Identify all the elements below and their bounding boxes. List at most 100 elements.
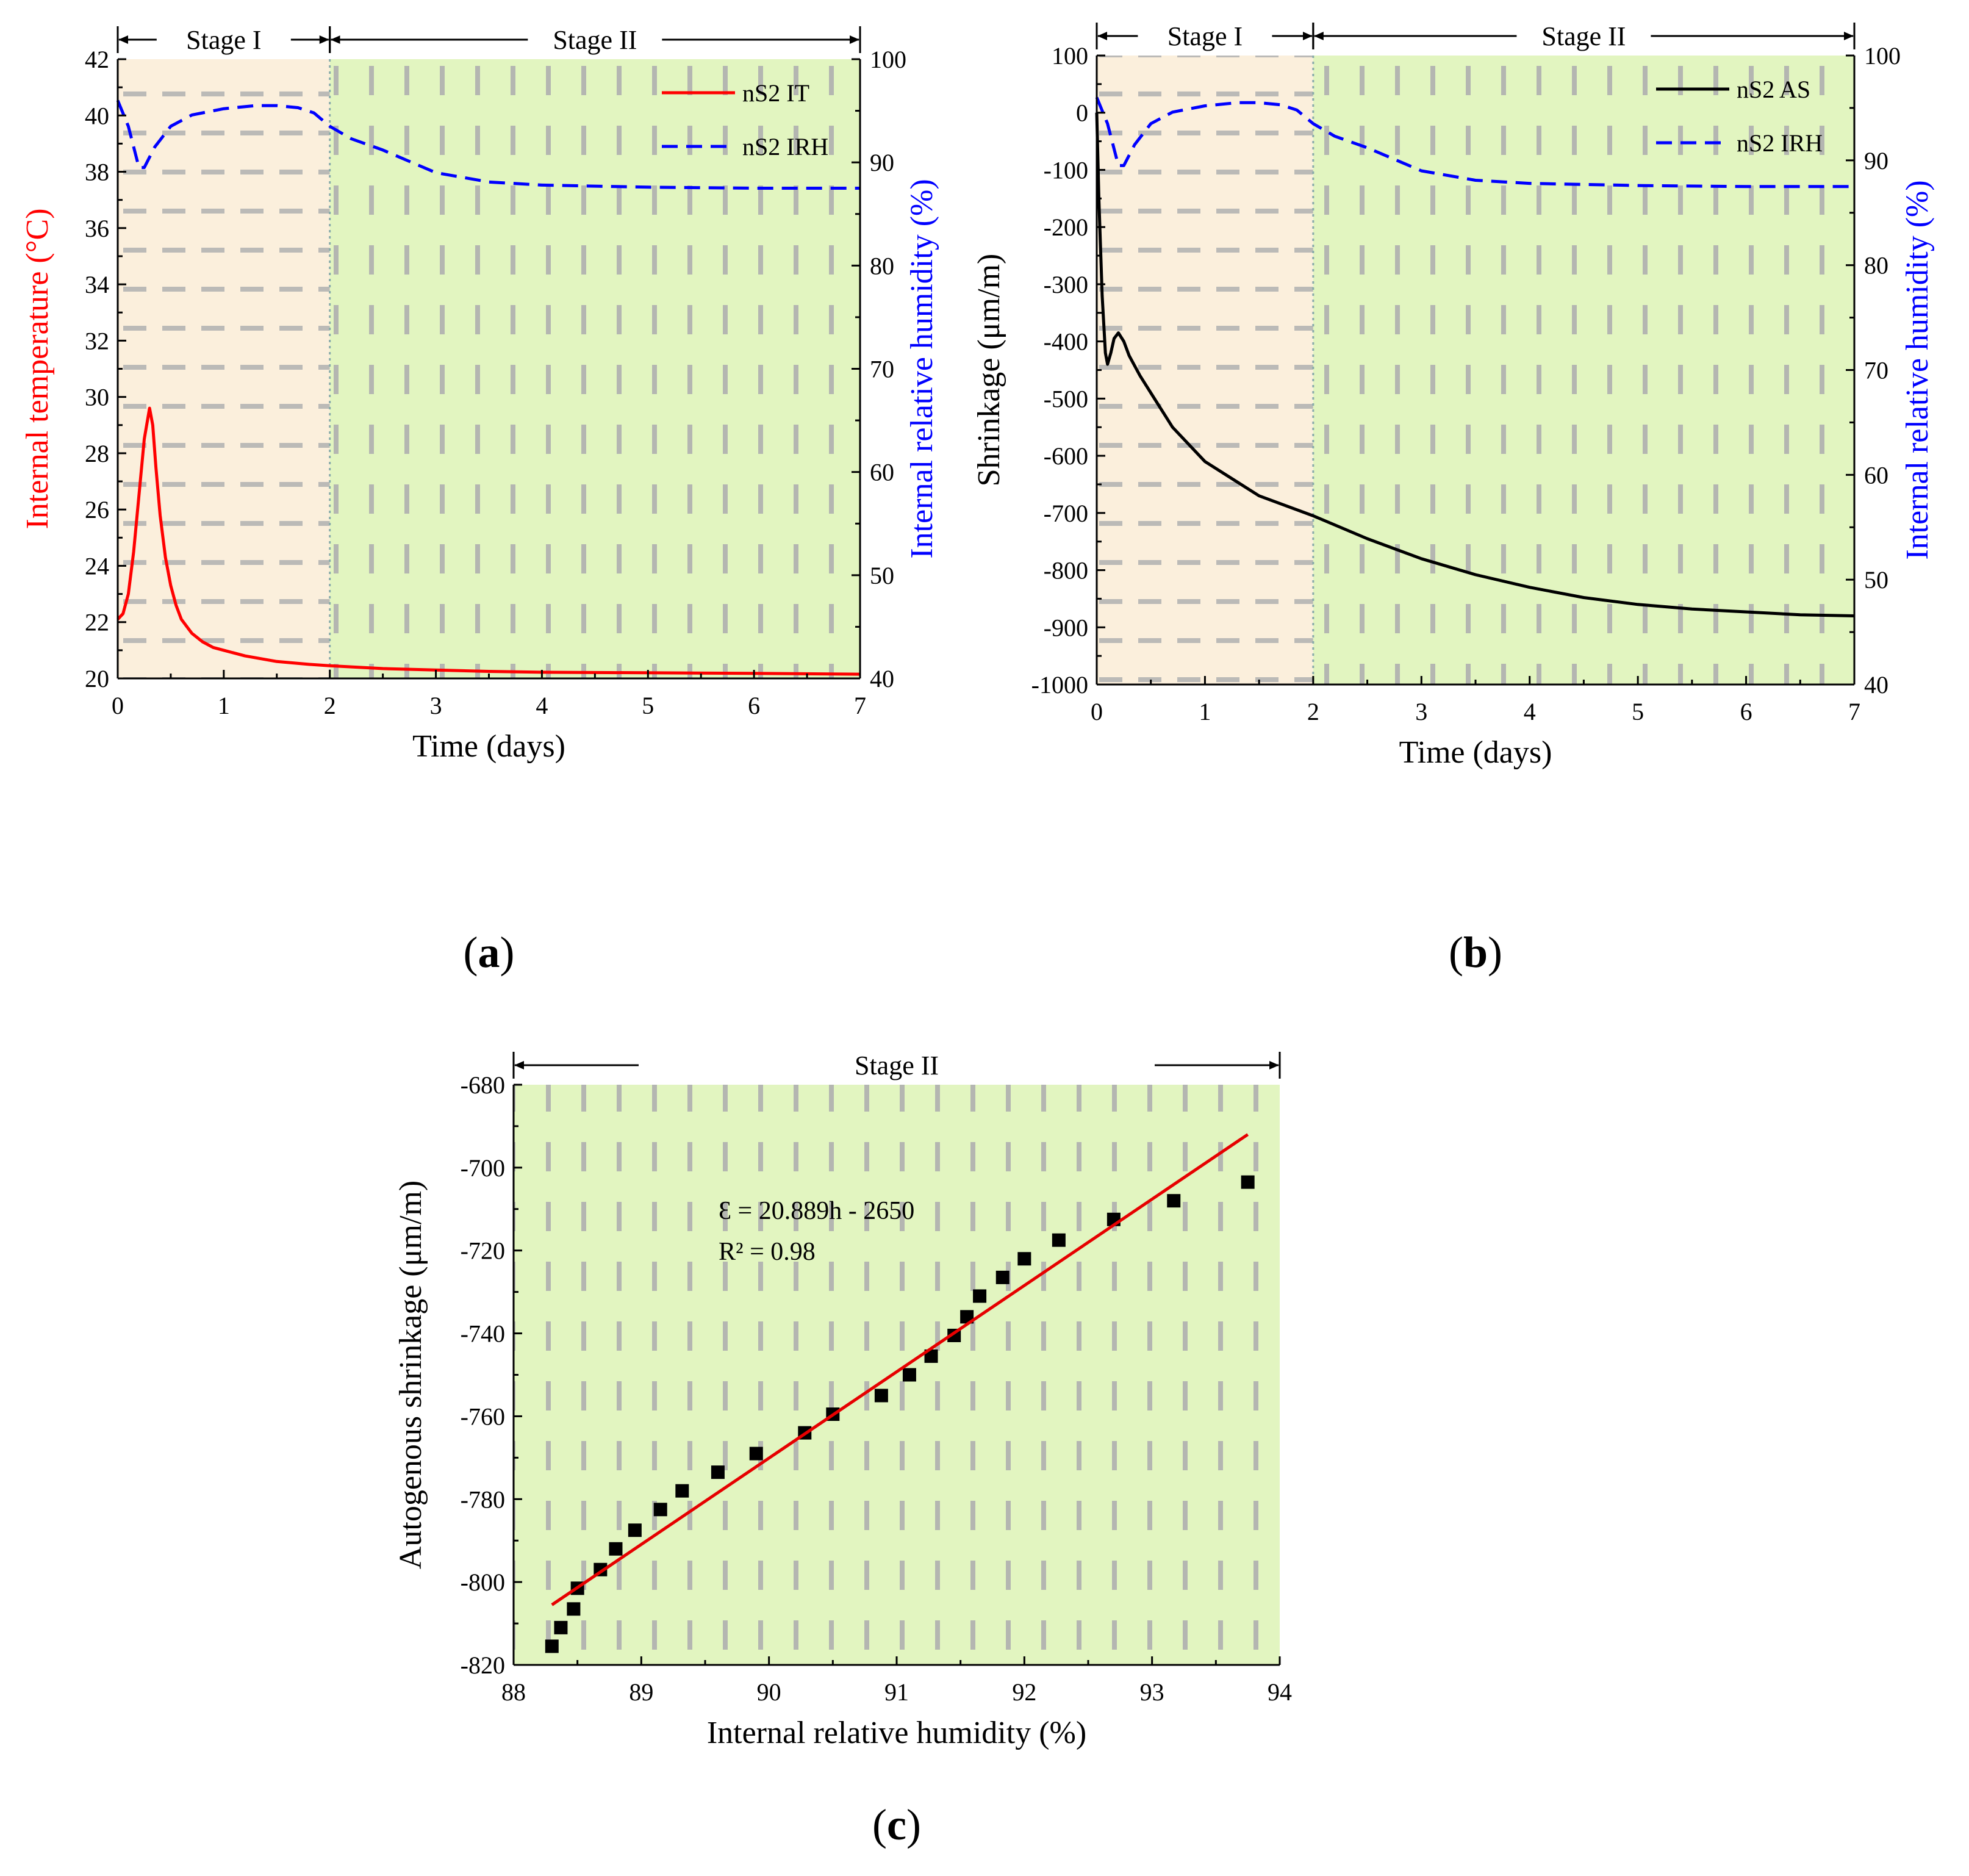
y-tick-label: -780 — [461, 1486, 505, 1513]
y-right-tick-label: 70 — [870, 356, 894, 383]
stage-label: Stage I — [186, 25, 261, 55]
legend-label: nS2 IRH — [1737, 129, 1823, 157]
y-axis-title-left: Shrinkage (μm/m) — [972, 254, 1006, 487]
y-tick-label: -700 — [1044, 500, 1088, 527]
y-right-tick-label: 40 — [870, 665, 894, 692]
x-tick-label: 7 — [1848, 698, 1860, 725]
data-point — [653, 1503, 667, 1517]
data-point — [902, 1368, 916, 1382]
data-point — [609, 1542, 623, 1556]
y-tick-label: -700 — [461, 1154, 505, 1182]
series-line-ns2-as — [1095, 112, 1855, 617]
y-tick-label: -500 — [1044, 385, 1088, 412]
x-tick-label: 93 — [1140, 1678, 1164, 1706]
legend-label: nS2 IRH — [742, 133, 828, 160]
stage-hatch-1 — [118, 59, 330, 678]
x-tick-label: 3 — [1415, 698, 1427, 725]
stage-hatch-1 — [514, 1085, 1280, 1665]
x-tick-label: 2 — [1307, 698, 1319, 725]
data-point — [749, 1447, 763, 1461]
y-tick-label: -800 — [461, 1569, 505, 1596]
data-point — [628, 1523, 642, 1537]
y-axis-title-right: Internal relative humidity (%) — [905, 179, 939, 558]
y-tick-label: -300 — [1044, 271, 1088, 298]
data-point — [960, 1310, 974, 1324]
x-tick-label: 0 — [112, 692, 124, 719]
x-tick-label: 6 — [1740, 698, 1752, 725]
panel-label-close: ) — [500, 928, 515, 977]
y-right-tick-label: 50 — [1864, 566, 1888, 594]
x-tick-label: 0 — [1091, 698, 1103, 725]
x-tick-label: 6 — [748, 692, 760, 719]
panel-label-open: ( — [464, 928, 478, 977]
x-tick-label: 1 — [218, 692, 230, 719]
x-tick-label: 89 — [629, 1678, 653, 1706]
y-right-tick-label: 90 — [1864, 147, 1888, 174]
y-tick-label: -600 — [1044, 442, 1088, 470]
y-tick-label: -820 — [461, 1651, 505, 1679]
data-point — [545, 1639, 559, 1653]
x-tick-label: 1 — [1199, 698, 1211, 725]
x-axis-title: Internal relative humidity (%) — [707, 1716, 1086, 1750]
panel-label: (b) — [1449, 928, 1502, 977]
y-tick-label: 20 — [85, 665, 109, 692]
y-right-tick-label: 60 — [1864, 461, 1888, 489]
y-right-tick-label: 60 — [870, 459, 894, 486]
data-point — [567, 1602, 581, 1616]
y-tick-label: -760 — [461, 1403, 505, 1430]
fit-equation: Ɛ = 20.889h - 2650 — [719, 1197, 914, 1225]
y-tick-label: 24 — [85, 552, 109, 580]
stage-label: Stage II — [855, 1051, 939, 1080]
data-point — [1052, 1233, 1066, 1247]
y-axis-title-left: Autogenous shrinkage (μm/m) — [393, 1181, 428, 1569]
stage-hatch-1 — [1097, 56, 1313, 685]
y-right-tick-label: 50 — [870, 562, 894, 589]
data-point — [711, 1465, 725, 1479]
x-tick-label: 90 — [757, 1678, 781, 1706]
y-right-tick-label: 100 — [1864, 42, 1901, 70]
y-tick-label: -680 — [461, 1071, 505, 1099]
y-tick-label: 0 — [1076, 99, 1088, 127]
y-tick-label: 100 — [1052, 42, 1088, 70]
panel-label-close: ) — [906, 1800, 921, 1849]
chart-panel-b: Stage I Stage II nS2 AS nS2 IRH 0 1 2 3 4 5 6 7 -100… — [972, 21, 1935, 977]
y-right-tick-label: 80 — [1864, 252, 1888, 279]
y-right-tick-label: 90 — [870, 149, 894, 176]
stage-hatch-2 — [1313, 56, 1854, 685]
x-tick-label: 91 — [884, 1678, 909, 1706]
x-tick-label: 2 — [324, 692, 336, 719]
x-tick-label: 3 — [430, 692, 442, 719]
y-tick-label: 32 — [85, 327, 109, 354]
panel-label-close: ) — [1488, 928, 1502, 977]
y-tick-label: 34 — [85, 271, 109, 298]
y-right-tick-label: 70 — [1864, 357, 1888, 384]
x-tick-label: 94 — [1268, 1678, 1292, 1706]
fit-r-squared: R² = 0.98 — [719, 1238, 816, 1266]
panel-label-letter: c — [887, 1800, 906, 1849]
y-tick-label: 22 — [85, 609, 109, 636]
x-tick-label: 4 — [1524, 698, 1536, 725]
data-point — [995, 1270, 1010, 1284]
x-tick-label: 5 — [642, 692, 654, 719]
y-right-tick-label: 40 — [1864, 671, 1888, 699]
y-tick-label: -740 — [461, 1320, 505, 1348]
legend-label: nS2 AS — [1737, 76, 1810, 103]
series-line-ns2-irh — [116, 99, 860, 190]
y-tick-label: 38 — [85, 159, 109, 186]
panel-label: (a) — [464, 928, 515, 977]
y-tick-label: 28 — [85, 440, 109, 467]
legend-label: nS2 IT — [742, 79, 809, 107]
chart-panel-c: Stage II Ɛ = 20.889h - 2650 R² = 0.98 88 89 9… — [393, 1051, 1292, 1849]
y-tick-label: -400 — [1044, 328, 1088, 356]
y-tick-label: 30 — [85, 384, 109, 411]
x-axis-title: Time (days) — [412, 729, 565, 764]
panel-label-letter: a — [478, 928, 500, 977]
stage-label: Stage I — [1167, 21, 1243, 51]
data-point — [973, 1289, 987, 1303]
y-tick-label: 36 — [85, 215, 109, 242]
y-tick-label: -1000 — [1031, 671, 1088, 699]
data-point — [1167, 1194, 1181, 1208]
data-point — [1017, 1252, 1031, 1266]
